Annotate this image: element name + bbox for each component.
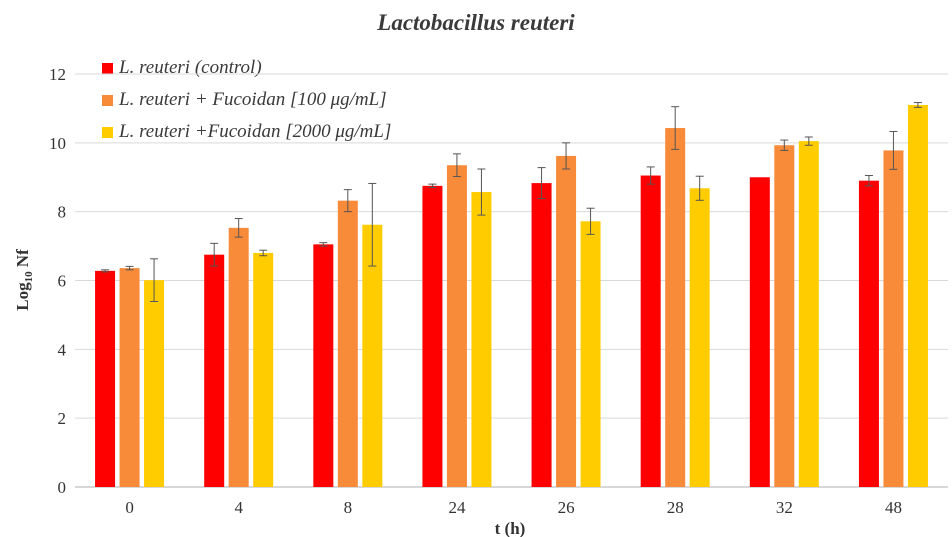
y-axis-title-sub: 10 bbox=[23, 271, 35, 283]
bar bbox=[883, 150, 904, 487]
x-tick-label: 0 bbox=[125, 498, 134, 517]
legend-swatch-fucoidan-100 bbox=[102, 94, 113, 106]
bar bbox=[665, 128, 686, 487]
y-axis-title: Log10 Nf bbox=[13, 249, 35, 311]
legend-swatch-control bbox=[102, 62, 113, 74]
y-axis-title-suffix: Nf bbox=[13, 249, 32, 272]
y-tick-label: 4 bbox=[58, 340, 67, 359]
bar bbox=[446, 165, 467, 487]
bar bbox=[313, 244, 334, 487]
bar bbox=[749, 177, 770, 487]
bar bbox=[362, 224, 383, 487]
bar bbox=[798, 141, 819, 488]
legend-label-fucoidan-2000: L. reuteri +Fucoidan [2000 μg/mL] bbox=[119, 121, 392, 142]
legend-item-fucoidan-100: L. reuteri + Fucoidan [100 μg/mL] bbox=[102, 84, 391, 116]
error-bars bbox=[101, 102, 922, 302]
y-tick-label: 6 bbox=[58, 272, 67, 291]
x-tick-label: 26 bbox=[558, 498, 575, 517]
bar bbox=[858, 180, 879, 488]
bar bbox=[337, 200, 358, 488]
bar bbox=[531, 183, 552, 487]
bar bbox=[422, 185, 443, 487]
bar bbox=[144, 280, 165, 487]
bar bbox=[95, 270, 116, 487]
bar bbox=[689, 188, 710, 487]
chart-title: Lactobacillus reuteri bbox=[377, 10, 575, 35]
bar bbox=[228, 227, 249, 487]
bar bbox=[774, 145, 795, 487]
legend: L. reuteri (control) L. reuteri + Fucoid… bbox=[102, 52, 391, 148]
x-tick-label: 28 bbox=[667, 498, 684, 517]
bars bbox=[95, 104, 928, 488]
bar bbox=[640, 175, 661, 487]
bar bbox=[204, 254, 225, 487]
legend-item-fucoidan-2000: L. reuteri +Fucoidan [2000 μg/mL] bbox=[102, 116, 391, 148]
y-tick-label: 8 bbox=[58, 203, 67, 222]
y-tick-label: 12 bbox=[49, 65, 66, 84]
x-tick-label: 4 bbox=[234, 498, 243, 517]
y-axis-title-main: Log bbox=[13, 282, 32, 311]
x-axis-title: t (h) bbox=[495, 519, 526, 537]
legend-label-control: L. reuteri (control) bbox=[119, 57, 262, 78]
legend-label-fucoidan-100: L. reuteri + Fucoidan [100 μg/mL] bbox=[119, 89, 387, 110]
y-tick-label: 0 bbox=[58, 478, 67, 497]
y-tick-label: 10 bbox=[49, 134, 66, 153]
x-tick-label: 24 bbox=[448, 498, 466, 517]
legend-item-control: L. reuteri (control) bbox=[102, 52, 391, 84]
x-tick-label: 32 bbox=[776, 498, 793, 517]
x-tick-label: 48 bbox=[885, 498, 902, 517]
bar bbox=[907, 104, 928, 487]
bar bbox=[471, 192, 492, 487]
x-tick-label: 8 bbox=[344, 498, 353, 517]
bar bbox=[556, 155, 577, 487]
bar bbox=[580, 221, 601, 487]
legend-swatch-fucoidan-2000 bbox=[102, 126, 113, 138]
y-tick-label: 2 bbox=[58, 409, 67, 428]
bar bbox=[119, 268, 140, 487]
bar bbox=[253, 252, 274, 487]
